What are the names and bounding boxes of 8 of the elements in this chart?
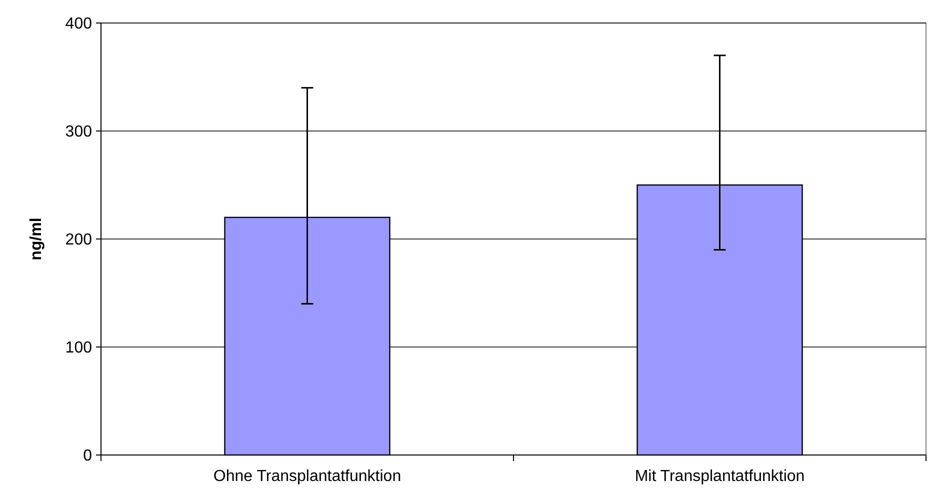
y-tick-label: 100 — [65, 340, 92, 357]
y-tick-label: 300 — [65, 124, 92, 141]
x-tick-label: Mit Transplantatfunktion — [634, 468, 805, 485]
y-tick-label: 0 — [83, 448, 92, 465]
y-axis-title: ng/ml — [28, 218, 45, 260]
x-tick-label: Ohne Transplantatfunktion — [213, 468, 402, 485]
y-tick-label: 400 — [65, 16, 92, 33]
y-tick-label: 200 — [65, 232, 92, 249]
